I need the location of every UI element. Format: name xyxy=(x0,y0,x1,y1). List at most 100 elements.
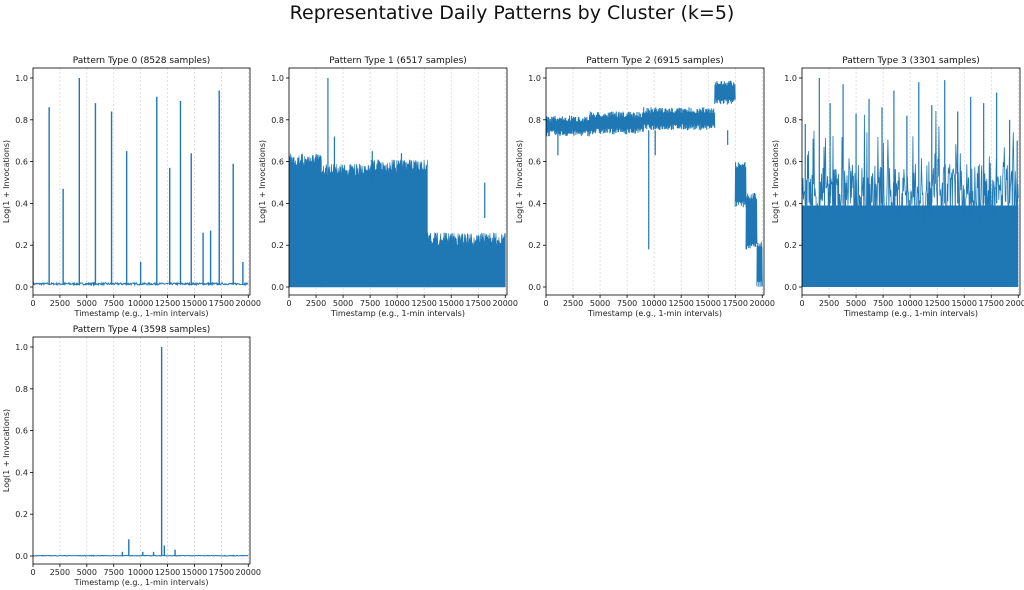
axes-frame xyxy=(288,67,508,296)
panel-title: Pattern Type 4 (3598 samples) xyxy=(73,325,211,335)
x-tick-label: 7500 xyxy=(617,299,637,308)
y-axis-label: Log(1 + Invocations) xyxy=(771,140,780,223)
x-tick-label: 7500 xyxy=(104,299,124,308)
panel-title: Pattern Type 0 (8528 samples) xyxy=(73,56,211,66)
x-tick-label: 0 xyxy=(799,299,804,308)
x-tick-label: 17500 xyxy=(979,299,1004,308)
x-tick-label: 5000 xyxy=(77,568,97,577)
axes-frame xyxy=(801,67,1021,296)
axes-frame xyxy=(545,67,765,296)
panel-title: Pattern Type 2 (6915 samples) xyxy=(586,56,724,66)
x-tick-label: 10000 xyxy=(641,299,666,308)
x-tick-label: 5000 xyxy=(590,299,610,308)
y-tick-label: 0.2 xyxy=(15,241,28,250)
x-tick-label: 5000 xyxy=(846,299,866,308)
panel-title: Pattern Type 1 (6517 samples) xyxy=(329,56,467,66)
y-tick-label: 1.0 xyxy=(15,343,28,352)
y-tick-label: 1.0 xyxy=(15,74,28,83)
x-tick-label: 5000 xyxy=(77,299,97,308)
x-tick-label: 12500 xyxy=(411,299,436,308)
y-tick-label: 0.0 xyxy=(784,283,797,292)
series-line xyxy=(33,347,249,557)
x-tick-label: 0 xyxy=(543,299,548,308)
x-tick-label: 0 xyxy=(286,299,291,308)
x-tick-label: 7500 xyxy=(360,299,380,308)
y-tick-label: 0.8 xyxy=(528,116,541,125)
x-tick-label: 10000 xyxy=(128,299,153,308)
y-tick-label: 0.6 xyxy=(784,158,797,167)
y-tick-label: 0.4 xyxy=(15,468,28,477)
y-tick-label: 1.0 xyxy=(528,74,541,83)
y-tick-label: 0.0 xyxy=(528,283,541,292)
series-line xyxy=(33,78,249,287)
chart-panel-2: 0 2500 5000 7500 10000 12500 15000 17500 20000 0.… xyxy=(515,56,775,318)
y-tick-label: 0.8 xyxy=(784,116,797,125)
band-segment xyxy=(745,192,758,250)
band-segment xyxy=(546,115,590,137)
x-tick-label: 20000 xyxy=(236,299,261,308)
x-tick-label: 20000 xyxy=(493,299,518,308)
x-tick-label: 7500 xyxy=(104,568,124,577)
x-tick-label: 20000 xyxy=(1006,299,1024,308)
y-tick-label: 0.6 xyxy=(528,158,541,167)
x-axis-label: Timestamp (e.g., 1-min intervals) xyxy=(74,578,209,587)
y-axis-label: Log(1 + Invocations) xyxy=(258,140,267,223)
series-line xyxy=(546,80,763,287)
x-axis-label: Timestamp (e.g., 1-min intervals) xyxy=(843,309,978,318)
y-tick-label: 0.4 xyxy=(784,199,797,208)
series-path xyxy=(802,110,1019,227)
band-segment xyxy=(289,153,322,288)
y-tick-label: 1.0 xyxy=(271,74,284,83)
y-axis-label: Log(1 + Invocations) xyxy=(515,140,524,223)
x-tick-label: 15000 xyxy=(695,299,720,308)
y-tick-label: 0.2 xyxy=(784,241,797,250)
y-tick-label: 1.0 xyxy=(784,74,797,83)
x-tick-label: 10000 xyxy=(384,299,409,308)
y-axis-label: Log(1 + Invocations) xyxy=(2,409,11,492)
axes-frame xyxy=(32,67,251,296)
y-tick-label: 0.4 xyxy=(15,199,28,208)
x-tick-label: 15000 xyxy=(182,568,207,577)
x-axis-label: Timestamp (e.g., 1-min intervals) xyxy=(74,309,209,318)
x-tick-label: 7500 xyxy=(873,299,893,308)
x-tick-label: 12500 xyxy=(924,299,949,308)
x-tick-label: 2500 xyxy=(306,299,326,308)
y-tick-label: 0.8 xyxy=(15,385,28,394)
x-tick-label: 2500 xyxy=(563,299,583,308)
y-tick-label: 0.2 xyxy=(15,510,28,519)
x-tick-label: 20000 xyxy=(236,568,261,577)
y-tick-label: 0.4 xyxy=(271,199,284,208)
x-tick-label: 0 xyxy=(30,568,35,577)
chart-panel-4: 0 2500 5000 7500 10000 12500 15000 17500 20000 0.… xyxy=(2,325,261,587)
x-axis-label: Timestamp (e.g., 1-min intervals) xyxy=(330,309,465,318)
x-tick-label: 17500 xyxy=(209,299,234,308)
y-tick-label: 0.2 xyxy=(271,241,284,250)
y-tick-label: 0.0 xyxy=(15,552,28,561)
y-tick-label: 0.6 xyxy=(271,158,284,167)
series-line xyxy=(289,78,506,288)
x-tick-label: 12500 xyxy=(668,299,693,308)
y-tick-label: 0.8 xyxy=(15,116,28,125)
x-tick-label: 10000 xyxy=(897,299,922,308)
series-line xyxy=(802,78,1019,287)
y-tick-label: 0.8 xyxy=(271,116,284,125)
x-tick-label: 2500 xyxy=(50,299,70,308)
x-tick-label: 15000 xyxy=(951,299,976,308)
x-tick-label: 17500 xyxy=(466,299,491,308)
x-tick-label: 17500 xyxy=(723,299,748,308)
chart-panel-1: 0 2500 5000 7500 10000 12500 15000 17500 20000 0.… xyxy=(258,56,518,318)
x-tick-label: 12500 xyxy=(155,299,180,308)
x-tick-label: 15000 xyxy=(438,299,463,308)
x-tick-label: 12500 xyxy=(155,568,180,577)
band-segment xyxy=(370,159,428,288)
y-tick-label: 0.6 xyxy=(15,427,28,436)
band-segment xyxy=(427,231,506,288)
band-segment xyxy=(588,111,644,135)
chart-panel-0: 0 2500 5000 7500 10000 12500 15000 17500 20000 0.… xyxy=(2,56,261,318)
x-tick-label: 20000 xyxy=(750,299,775,308)
band-segment xyxy=(642,107,716,131)
figure-title: Representative Daily Patterns by Cluster… xyxy=(289,2,735,24)
